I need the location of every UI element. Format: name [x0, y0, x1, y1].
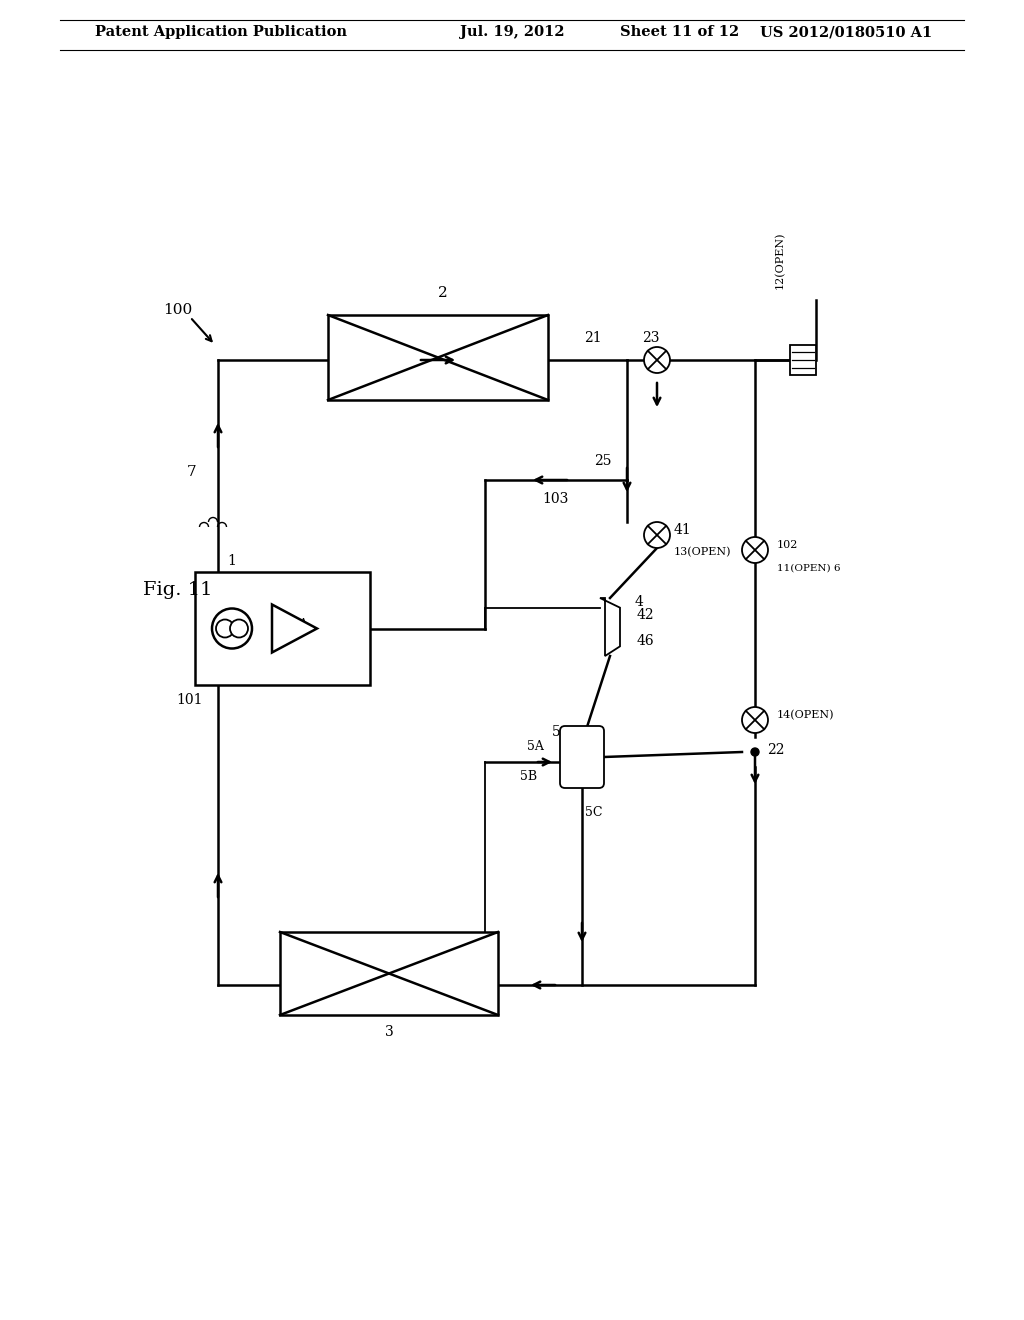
Text: 101: 101: [176, 693, 203, 708]
Text: 23: 23: [642, 331, 659, 345]
FancyBboxPatch shape: [560, 726, 604, 788]
Polygon shape: [600, 598, 620, 656]
Circle shape: [644, 347, 670, 374]
Text: 14(OPEN): 14(OPEN): [777, 710, 835, 721]
Text: 11(OPEN) 6: 11(OPEN) 6: [777, 564, 841, 573]
Text: 13(OPEN): 13(OPEN): [674, 546, 731, 557]
Circle shape: [742, 537, 768, 564]
Text: 41: 41: [674, 523, 692, 537]
Text: Patent Application Publication: Patent Application Publication: [95, 25, 347, 40]
Text: 1B: 1B: [219, 618, 237, 631]
Text: 5A: 5A: [527, 741, 544, 754]
Text: 12(OPEN): 12(OPEN): [775, 231, 785, 289]
Text: 5: 5: [552, 725, 561, 739]
Text: 5B: 5B: [520, 771, 538, 784]
Bar: [195, 572, 370, 685]
Text: 25: 25: [595, 454, 612, 469]
Text: Fig. 11: Fig. 11: [143, 581, 213, 599]
Circle shape: [644, 521, 670, 548]
Text: 46: 46: [637, 634, 654, 648]
Circle shape: [230, 619, 248, 638]
Circle shape: [742, 708, 768, 733]
Text: 3: 3: [385, 1026, 393, 1039]
Text: 100: 100: [163, 304, 193, 317]
Text: 2: 2: [438, 286, 447, 300]
Text: Sheet 11 of 12: Sheet 11 of 12: [620, 25, 739, 40]
Polygon shape: [272, 605, 317, 652]
Text: 21: 21: [585, 331, 602, 345]
Text: 22: 22: [767, 743, 784, 756]
Circle shape: [212, 609, 252, 648]
Text: 103: 103: [542, 492, 568, 506]
Text: 7: 7: [187, 465, 197, 479]
Circle shape: [216, 619, 234, 638]
Text: 102: 102: [777, 540, 799, 550]
Bar: [280, 932, 498, 1015]
Bar: [790, 345, 816, 375]
Text: 5C: 5C: [585, 805, 602, 818]
Text: 4: 4: [635, 595, 644, 609]
Text: 42: 42: [637, 609, 654, 622]
Text: 1A: 1A: [292, 618, 308, 631]
Circle shape: [751, 748, 759, 756]
Bar: [328, 315, 548, 400]
Text: US 2012/0180510 A1: US 2012/0180510 A1: [760, 25, 932, 40]
Text: 1: 1: [227, 554, 237, 568]
Text: Jul. 19, 2012: Jul. 19, 2012: [460, 25, 564, 40]
